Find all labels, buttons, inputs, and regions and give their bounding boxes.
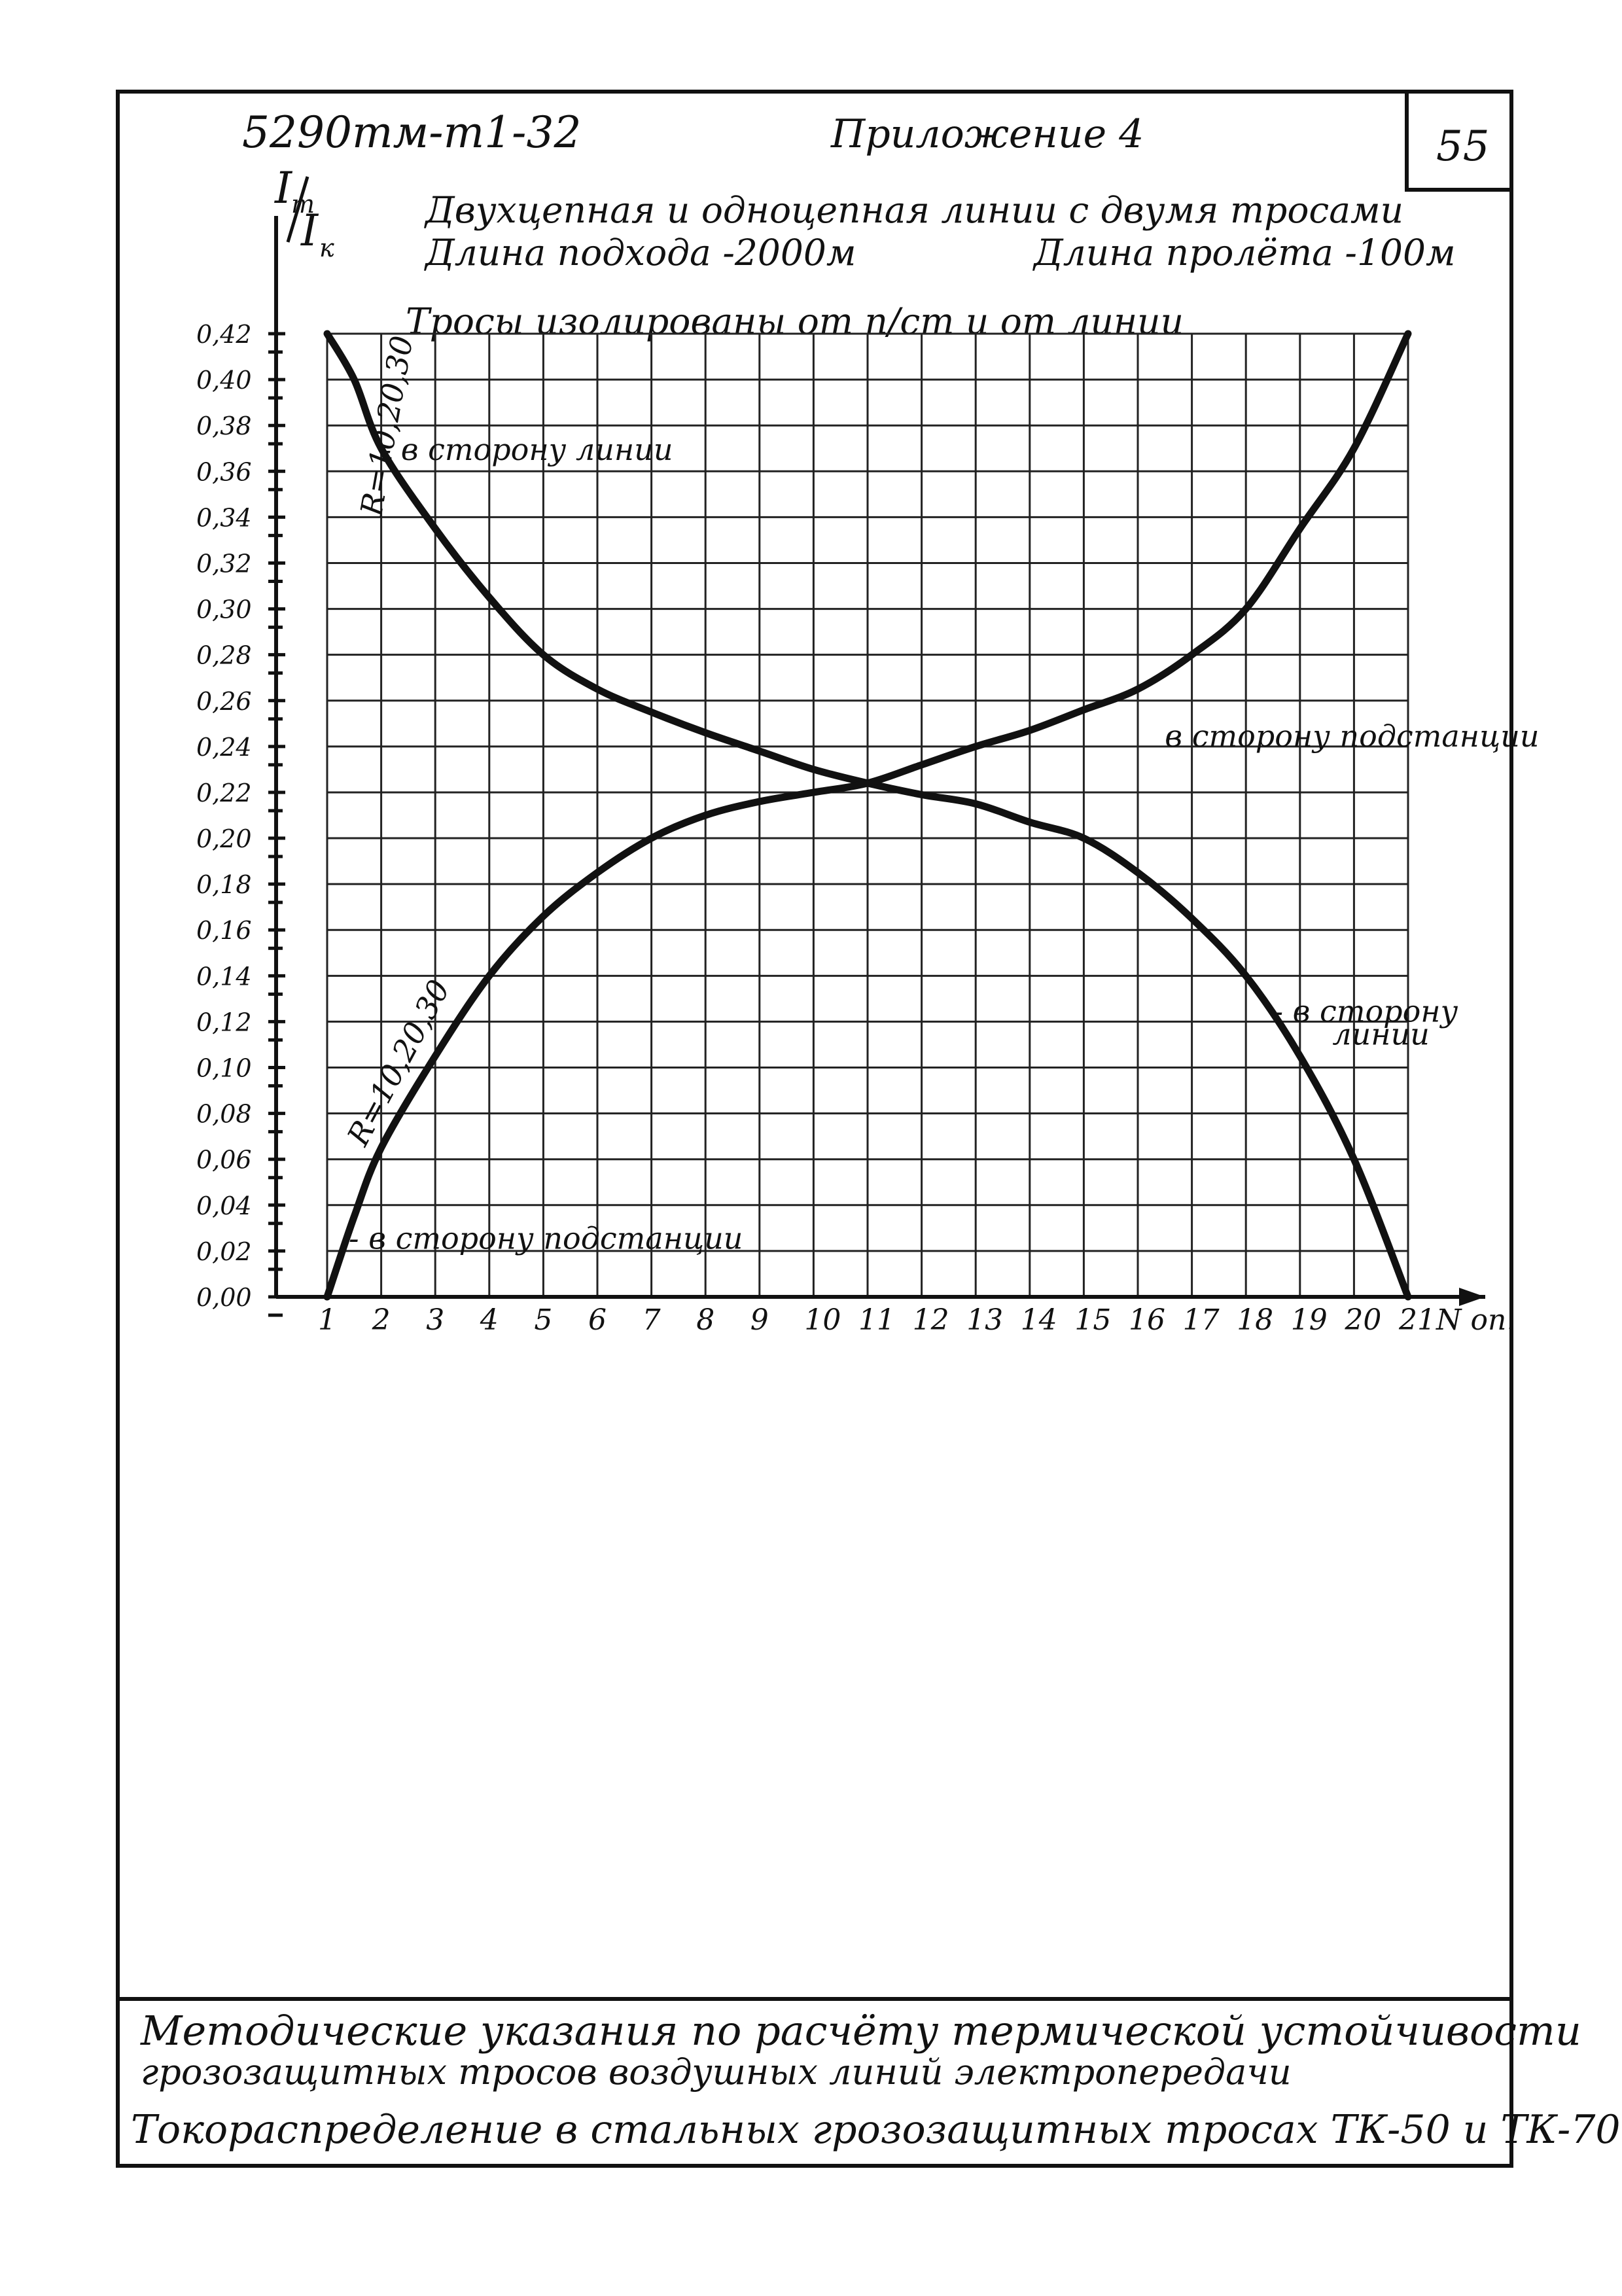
x-tick-label: 13 [966,1303,1003,1337]
x-tick-label: 4 [480,1303,499,1337]
chart-annotation: - в сторону линии [381,432,673,467]
y-tick-label: 0,04 [196,1192,252,1220]
y-tick-label: 0,06 [196,1146,252,1174]
x-tick-label: 17 [1183,1303,1220,1337]
x-tick-label: 14 [1021,1303,1057,1337]
footer-methodical-line-2: грозозащитных тросов воздушных линий эле… [141,2051,1292,2093]
chart-annotation: линии [1332,1016,1429,1051]
y-tick-label: 0,28 [196,641,252,670]
chart-annotation: в сторону подстанции [1165,718,1539,754]
x-tick-label: 7 [643,1303,661,1337]
x-tick-label: 12 [913,1303,949,1337]
chart-grid [326,332,1409,1298]
x-tick-label: 21 [1398,1303,1436,1337]
x-axis-arrow [1459,1288,1485,1306]
caption-span-length: Длина пролёта -100м [1032,232,1456,274]
y-tick-label: 0,12 [196,1008,252,1036]
caption-line-1: Двухцепная и одноцепная линии с двумя тр… [424,189,1403,231]
y-tick-label: 0,42 [196,320,252,349]
x-tick-label: 8 [696,1303,714,1337]
y-tick-label: 0,16 [196,916,252,945]
x-tick-label: 20 [1344,1303,1381,1337]
y-tick-label: 0,08 [196,1100,252,1129]
y-tick-label: 0,02 [196,1237,252,1266]
y-tick-label: 0,20 [196,824,252,853]
y-label-numerator: I [274,163,293,213]
y-tick-label: 0,26 [196,687,252,716]
y-label-fraction-bar [286,176,309,243]
x-tick-label: 6 [588,1303,607,1337]
y-tick-label: 0,10 [196,1054,252,1083]
footer-drawing-title: Токораспределение в стальных грозозащитн… [131,2107,1621,2153]
y-tick-label: 0,14 [196,962,252,991]
y-tick-label: 0,32 [196,549,252,578]
chart-tick-labels: 0,00 0,02 0,04 0,06 0,08 0,10 0,12 0,14 0,16 0,18… [196,320,1515,1337]
document-code: 5290тм-т1-32 [242,107,581,158]
caption-insulation: Тросы изолированы от п/ст и от линии [406,300,1184,342]
series-line-2 [323,330,1412,1301]
chart-annotation: - в сторону [1273,993,1458,1029]
y-tick-label: 0,40 [196,366,252,395]
chart-annotation: R=10,20,30 [340,974,457,1152]
outer-frame [116,90,1513,2168]
appendix-label: Приложение 4 [830,111,1144,157]
y-tick-label: 0,24 [196,733,252,762]
x-axis-label: N оп. [1436,1303,1515,1337]
x-tick-label: 2 [372,1303,391,1337]
y-tick-label: 0,34 [196,503,252,532]
x-tick-label: 1 [318,1303,336,1337]
x-tick-label: 10 [804,1303,841,1337]
caption-approach-length: Длина подхода -2000м [424,232,856,274]
x-tick-label: 18 [1237,1303,1273,1337]
x-tick-label: 9 [750,1303,769,1337]
y-label-denominator-sub: к [319,234,334,262]
x-tick-label: 16 [1129,1303,1165,1337]
y-tick-label: 0,36 [196,457,252,486]
page-number-box [1405,90,1513,192]
y-tick-label: 0,30 [196,595,252,624]
y-tick-label: 0,18 [196,870,252,899]
x-tick-label: 19 [1291,1303,1328,1337]
page-number: 55 [1436,122,1489,171]
x-tick-label: 11 [858,1303,895,1337]
x-tick-label: 15 [1074,1303,1111,1337]
y-tick-label: 0,00 [196,1283,252,1312]
footer-methodical-line-1: Методические указания по расчёту термиче… [140,2007,1581,2055]
chart-axes [268,216,1485,1317]
y-axis-label: I т I к [274,163,334,262]
x-tick-label: 5 [534,1303,552,1337]
y-tick-label: 0,22 [196,779,252,807]
y-tick-label: 0,38 [196,412,252,440]
chart-annotation: - в сторону подстанции [349,1220,743,1256]
y-label-denominator: I [300,205,319,256]
x-tick-label: 3 [426,1303,444,1337]
chart-series [323,330,1412,1301]
